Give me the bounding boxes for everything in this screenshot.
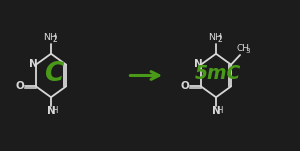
Text: 3: 3 (245, 48, 250, 54)
Text: 2: 2 (218, 35, 223, 44)
Text: O: O (16, 81, 25, 91)
Text: C: C (44, 61, 63, 87)
Text: O: O (181, 81, 190, 91)
Text: 5mC: 5mC (194, 64, 241, 83)
Text: H: H (216, 106, 223, 115)
Text: N: N (29, 59, 38, 69)
Text: H: H (51, 106, 58, 115)
Text: NH: NH (44, 33, 57, 42)
Text: CH: CH (236, 44, 249, 53)
Text: 2: 2 (53, 35, 58, 44)
Text: NH: NH (208, 33, 222, 42)
Text: N: N (194, 59, 203, 69)
Text: N: N (212, 106, 220, 116)
Text: N: N (46, 106, 56, 116)
